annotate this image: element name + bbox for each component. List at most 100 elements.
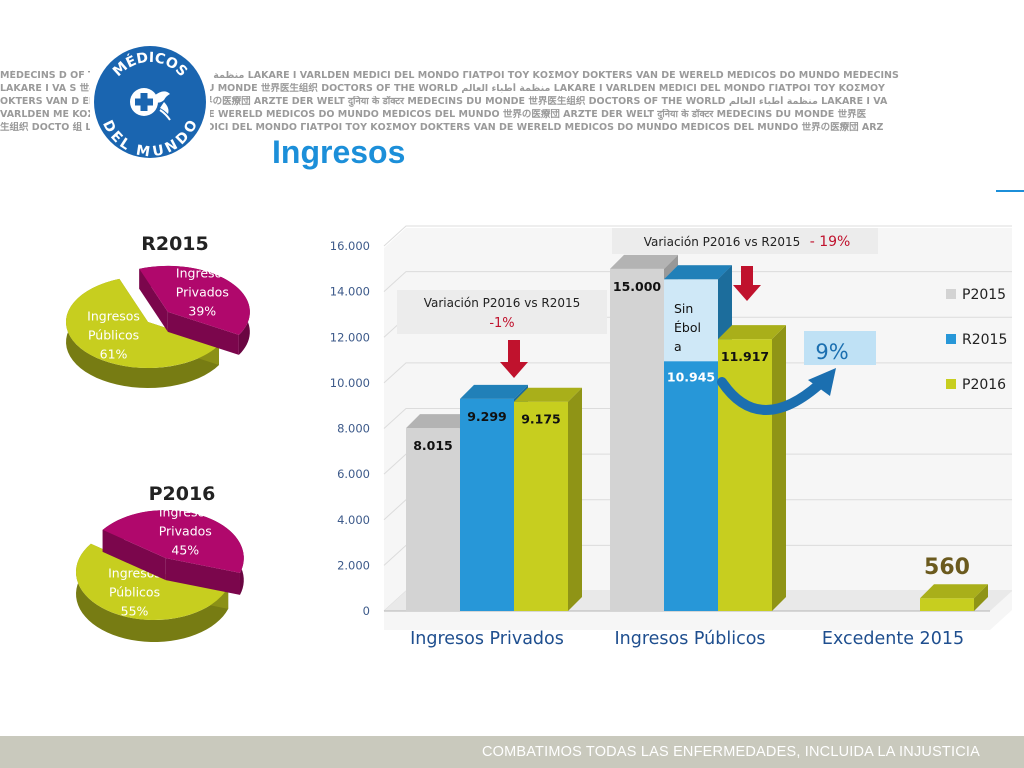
pie-r2015-title: R2015 xyxy=(141,233,209,255)
title-rule xyxy=(996,190,1024,192)
pie-slice-label: Ingresos xyxy=(87,308,140,323)
down-arrow-icon xyxy=(500,340,528,378)
bar-p2016-0-front xyxy=(514,401,568,611)
legend-swatch xyxy=(946,334,956,344)
x-axis-labels: Ingresos Privados Ingresos Públicos Excede… xyxy=(410,629,964,649)
segment-label: Sin xyxy=(674,301,693,316)
y-tick-label: 0 xyxy=(363,604,370,618)
pie-slice-label: Ingresos xyxy=(176,266,229,281)
variation-publicos-text: Variación P2016 vs R2015 xyxy=(644,235,801,249)
bar-p2016-0-side xyxy=(568,387,582,611)
bar-p2015-1-front xyxy=(610,268,664,611)
bar-p2015-1-top xyxy=(610,254,678,269)
pie-slice-label: 39% xyxy=(188,304,216,319)
bar-p2016-0 xyxy=(514,387,582,611)
y-tick-label: 12.000 xyxy=(330,330,370,344)
pie-slice-face xyxy=(165,558,240,595)
pie-p2016: Ingresos Públicos 55% Ingresos Privados 45% xyxy=(76,505,244,642)
legend-label: P2016 xyxy=(962,377,1006,393)
bar-p2016-1 xyxy=(718,325,786,611)
bar-p2015-0-front xyxy=(406,428,460,611)
legend: P2015 R2015 P2016 xyxy=(946,287,1007,393)
band-line: VÄRLDEN ME KOΣMOY DOKTERS VAN DE WERELD … xyxy=(0,109,867,120)
segment-label: a xyxy=(674,339,682,354)
pie-slice-top xyxy=(102,510,244,573)
medicos-del-mundo-logo: MÉDICOS DEL MUNDO xyxy=(90,40,210,162)
bar-r2015-0-top xyxy=(460,384,528,399)
pie-slice-privados: Ingresos Privados 45% xyxy=(102,505,244,595)
segment-label: Ébol xyxy=(674,320,701,335)
cross-dove-icon xyxy=(130,88,171,121)
bar-p2015-0-top xyxy=(406,414,474,429)
variation-privados-box xyxy=(397,290,607,334)
pie-slice-label: Públicos xyxy=(109,585,160,600)
pie-slice-label: 61% xyxy=(100,346,128,361)
x-tick-label: Ingresos Privados xyxy=(410,629,564,649)
pie-slice-top xyxy=(139,265,250,335)
band-line: OKTERS VAN D ÉDICOS DEL MUNDO 世界の医療団 ÄRZ… xyxy=(0,96,888,107)
pie-r2015: Ingresos Públicos 61% Ingresos Privados 39% xyxy=(65,266,250,388)
pie-slice-label: Privados xyxy=(159,524,212,539)
y-tick-label: 4.000 xyxy=(337,513,370,527)
bar-value-label: 15.000 xyxy=(613,279,662,294)
footer-text: COMBATIMOS TODAS LAS ENFERMEDADES, INCLU… xyxy=(481,744,980,760)
pie-slice-label: Públicos xyxy=(88,327,139,342)
band-line: LÄKARE I VÄ S 世界医生组织 MÉDECINS DU MONDE 世… xyxy=(0,83,885,94)
growth-pct: 9% xyxy=(815,340,848,364)
gridline xyxy=(383,225,1012,247)
pie-slice-publicos: Ingresos Públicos 61% xyxy=(65,278,220,388)
bar-p2016-1-side xyxy=(772,325,786,611)
y-tick-label: 14.000 xyxy=(330,285,370,299)
bar-p2016-2-front xyxy=(920,598,974,611)
variation-publicos-pct: - 19% xyxy=(810,234,851,250)
bar-value-label: 9.299 xyxy=(467,409,507,424)
pie-slice-label: 45% xyxy=(171,543,199,558)
bars xyxy=(406,254,988,611)
x-tick-label: Ingresos Públicos xyxy=(614,629,765,649)
gridline xyxy=(383,408,1012,429)
bar-p2016-2-top xyxy=(920,584,988,599)
bar-p2016-1-top xyxy=(718,325,786,340)
legend-label: P2015 xyxy=(962,287,1006,303)
pie-slice-label: Privados xyxy=(176,285,229,300)
legend-swatch xyxy=(946,289,956,299)
bar-value-label: 10.945 xyxy=(667,369,715,384)
pie-slice-side xyxy=(76,543,229,642)
pie-slice-label: 55% xyxy=(121,604,149,619)
pie-slice-label: Ingresos xyxy=(159,505,212,520)
y-tick-label: 8.000 xyxy=(337,422,370,436)
footer-bar: COMBATIMOS TODAS LAS ENFERMEDADES, INCLU… xyxy=(0,736,1024,768)
bar-r2015-0-front xyxy=(460,398,514,611)
legend-label: R2015 xyxy=(962,332,1007,348)
y-axis-ticks: 0 2.000 4.000 6.000 8.000 10.000 12.000 14.000 1… xyxy=(330,239,370,618)
bar-p2016-0-top xyxy=(514,387,582,402)
bar-labels: 8.015 9.299 9.175 15.000 Sin Ébol a 10.945 11.91… xyxy=(413,279,970,580)
pie-slice-top xyxy=(65,278,220,368)
bar-value-label: 11.917 xyxy=(721,349,769,364)
bar-value-label: 8.015 xyxy=(413,438,453,453)
legend-swatch xyxy=(946,379,956,389)
y-tick-label: 10.000 xyxy=(330,376,370,390)
down-arrow-icon xyxy=(733,266,761,301)
y-tick-label: 16.000 xyxy=(330,239,370,253)
bar-p2016-2 xyxy=(920,584,988,611)
pie-slice-top xyxy=(76,543,229,620)
page-title: Ingresos xyxy=(272,134,406,170)
pie-slice-face xyxy=(102,529,166,581)
bar-value-label: 560 xyxy=(924,555,970,580)
y-tick-label: 6.000 xyxy=(337,467,370,481)
bar-r2015-1-front xyxy=(664,361,718,611)
bar-p2016-2-side xyxy=(974,584,988,611)
variation-publicos-box xyxy=(612,228,878,254)
growth-box xyxy=(804,331,876,365)
bar-value-label: 9.175 xyxy=(521,412,561,427)
pie-slice-face xyxy=(167,311,239,355)
bar-r2015-1-top xyxy=(664,265,732,280)
variation-privados-pct: -1% xyxy=(489,316,514,331)
pie-slice-face xyxy=(139,268,168,332)
variation-privados-text: Variación P2016 vs R2015 xyxy=(424,296,581,310)
gridline xyxy=(383,271,1012,292)
pie-slice-privados: Ingresos Privados 39% xyxy=(139,266,250,355)
